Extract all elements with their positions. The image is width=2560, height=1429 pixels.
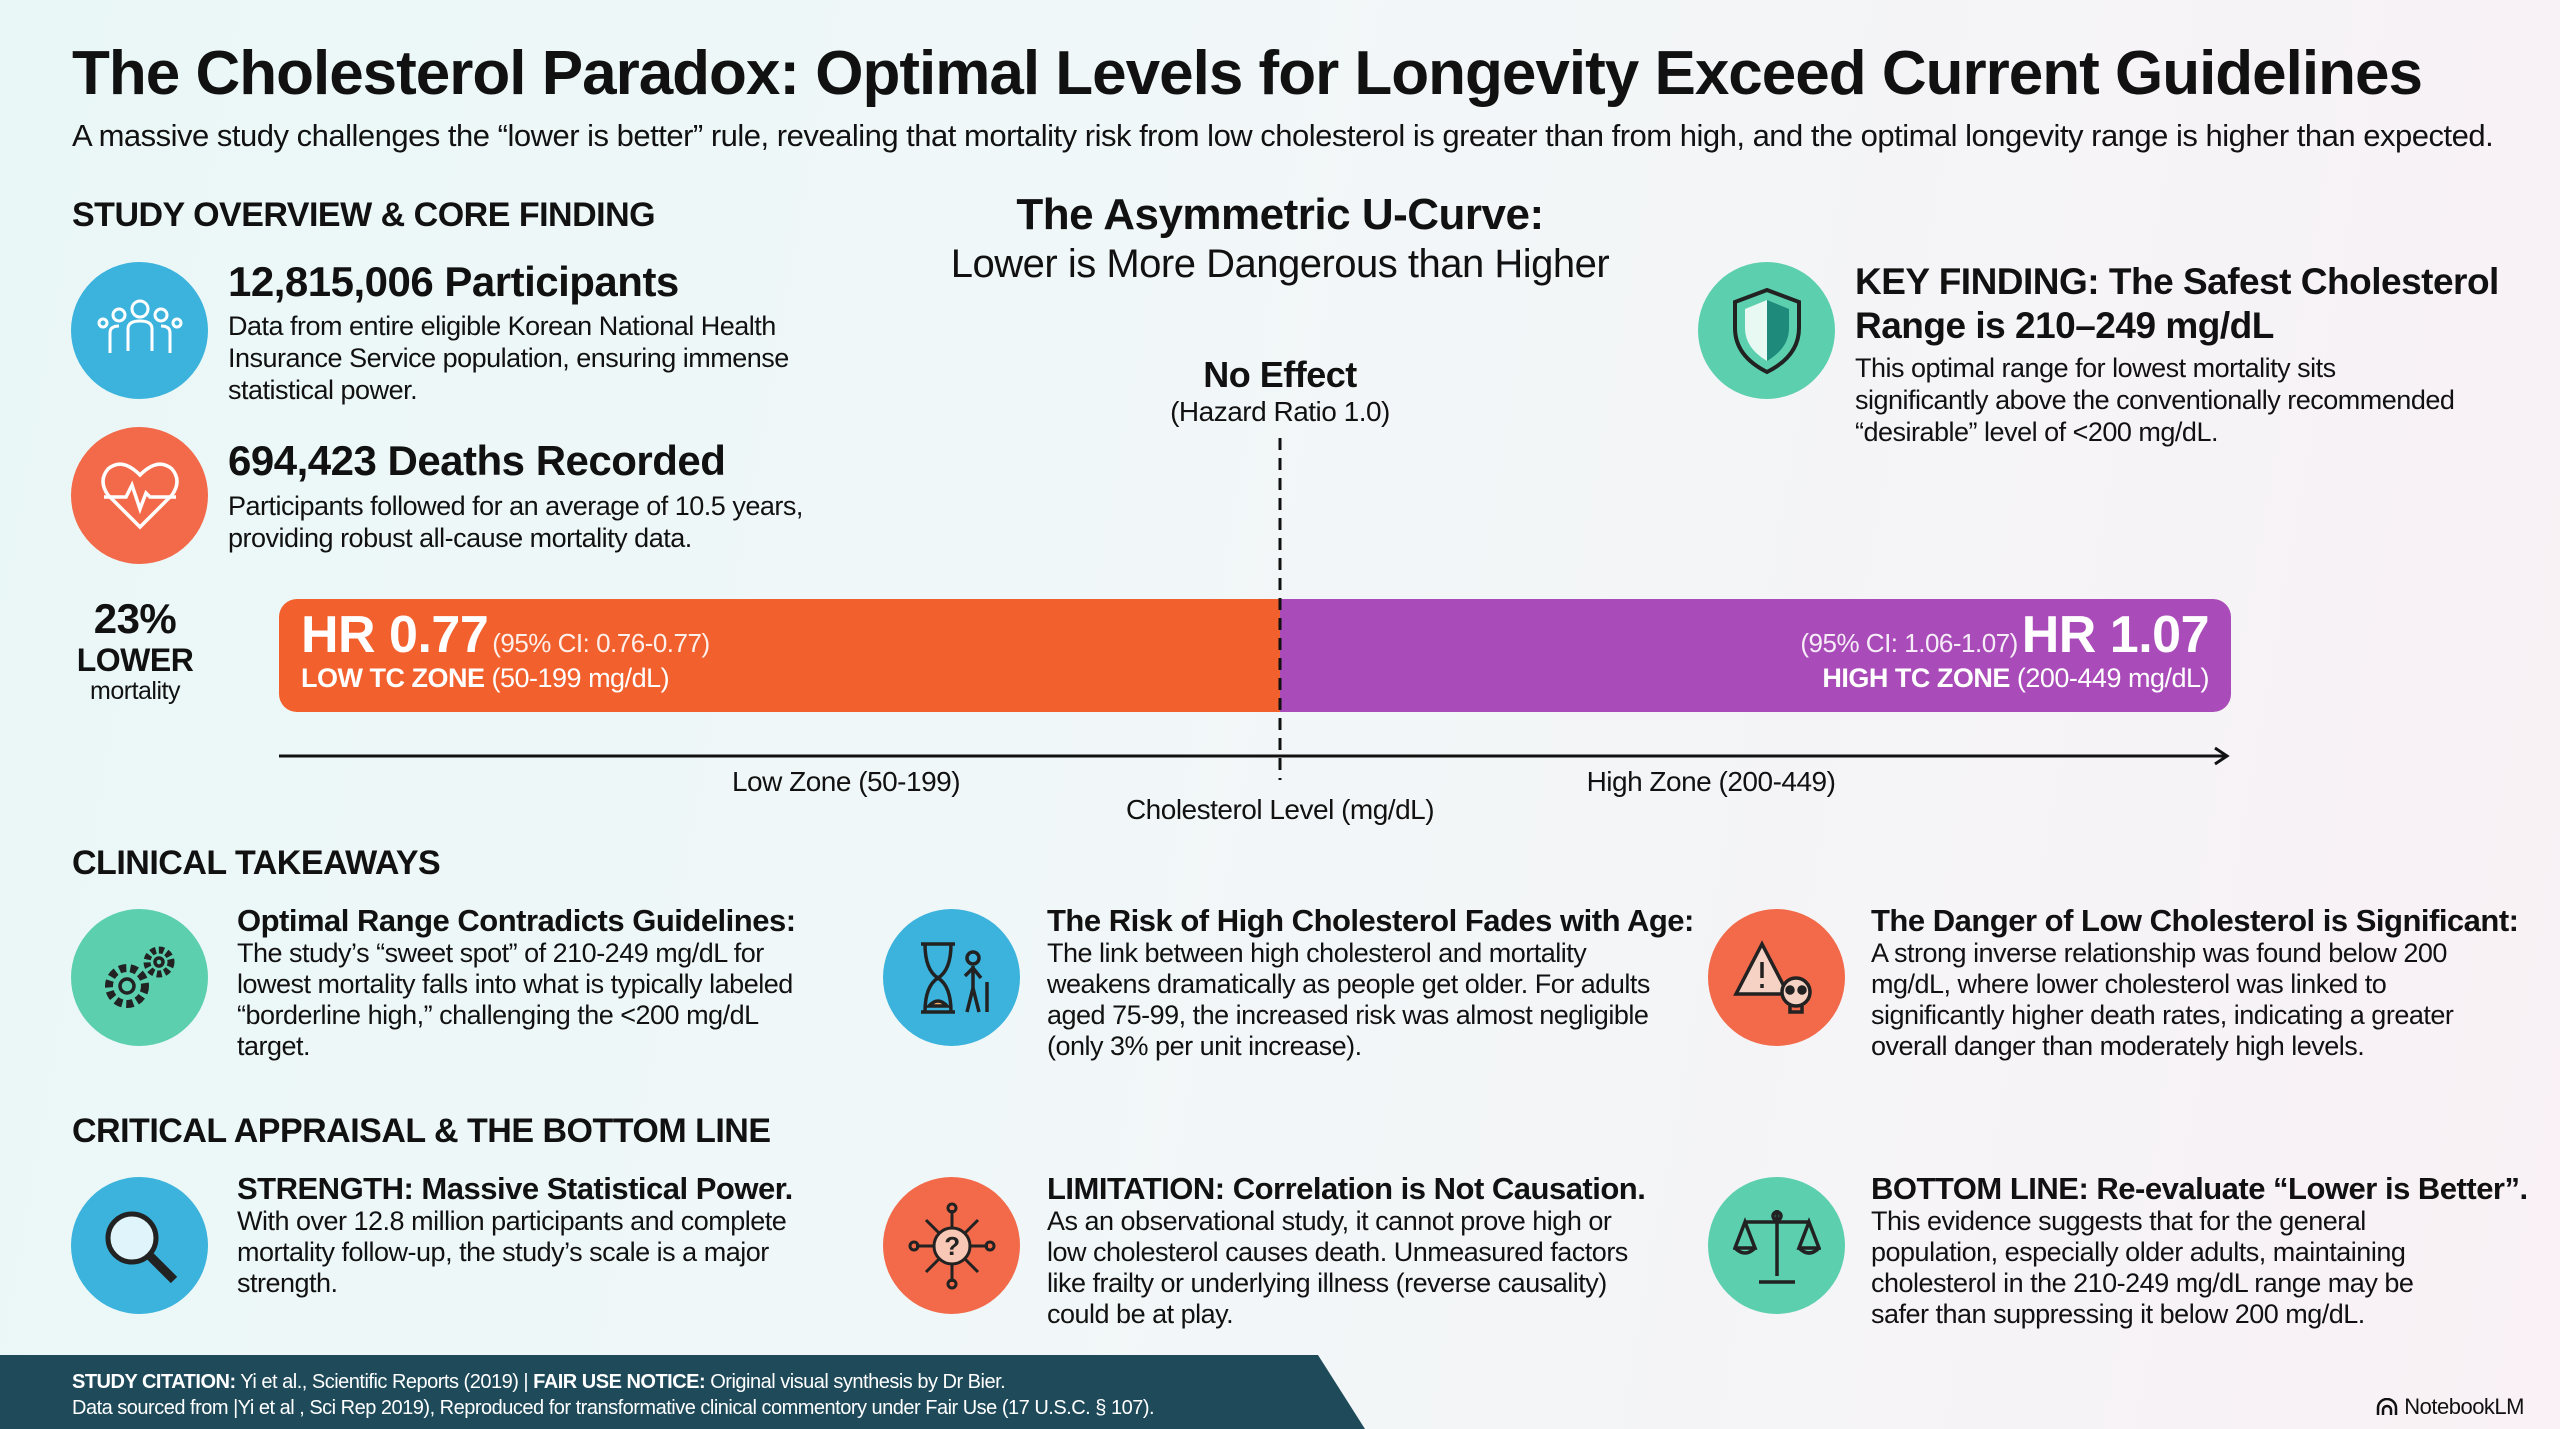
notebooklm-brand: NotebookLM — [2376, 1394, 2524, 1420]
takeaway-1-text: The study’s “sweet spot” of 210-249 mg/d… — [237, 938, 793, 1061]
appraisal-1-title: STRENGTH: Massive Statistical Power. — [237, 1171, 793, 1206]
appraisal-3-title: BOTTOM LINE: Re-evaluate “Lower is Bette… — [1871, 1171, 2528, 1206]
axis-title: Cholesterol Level (mg/dL) — [1125, 794, 1435, 825]
high-hr: HR 1.07 — [2021, 606, 2210, 664]
data-source-text: Data sourced from |Yi et al , Sci Rep 20… — [72, 1397, 1155, 1419]
key-finding-text: This optimal range for lowest mortality … — [1855, 353, 2455, 447]
axis-graphic — [279, 438, 2230, 780]
low-zone-range: (50-199 mg/dL) — [491, 663, 670, 693]
appraisal-3-text: This evidence suggests that for the gene… — [1871, 1206, 2414, 1329]
no-effect-label: No Effect (Hazard Ratio 1.0) — [1080, 354, 1480, 428]
lower-stat-label: LOWER — [76, 642, 194, 678]
hourglass-elder-icon — [883, 909, 1020, 1046]
deaths-text: Participants followed for an average of … — [228, 491, 803, 553]
participants-title: 12,815,006 Participants — [228, 258, 679, 305]
appraisal-2-title: LIMITATION: Correlation is Not Causation… — [1047, 1171, 1646, 1206]
takeaway-2-text: The link between high cholesterol and mo… — [1047, 938, 1650, 1061]
page-title: The Cholesterol Paradox: Optimal Levels … — [72, 39, 2423, 108]
lower-stat-sub: mortality — [90, 677, 180, 705]
citation-label: STUDY CITATION: — [72, 1371, 236, 1393]
fair-use-label: FAIR USE NOTICE: — [533, 1371, 706, 1393]
citation-text: Yi et al., Scientific Reports (2019) | — [235, 1371, 534, 1393]
notebooklm-logo-icon — [2377, 1398, 2398, 1415]
key-finding-title: KEY FINDING: The Safest Cholesterol Range… — [1855, 260, 2499, 348]
key-finding-title-line1: KEY FINDING: The Safest Cholesterol — [1855, 261, 2499, 302]
takeaways-heading: CLINICAL TAKEAWAYS — [72, 844, 441, 882]
takeaway-1-title: Optimal Range Contradicts Guidelines: — [237, 903, 796, 938]
takeaway-3-text: A strong inverse relationship was found … — [1871, 938, 2454, 1061]
participants-text: Data from entire eligible Korean Nationa… — [228, 311, 789, 405]
appraisal-heading: CRITICAL APPRAISAL & THE BOTTOM LINE — [72, 1112, 771, 1150]
lower-mortality-stat: 23% LOWER mortality — [60, 598, 210, 704]
overview-heading: STUDY OVERVIEW & CORE FINDING — [72, 196, 656, 234]
high-ci: (95% CI: 1.06-1.07) — [1800, 628, 2018, 658]
magnifier-icon — [71, 1177, 208, 1314]
key-finding-title-line2: Range is 210–249 mg/dL — [1855, 305, 2274, 346]
low-ci: (95% CI: 0.76-0.77) — [492, 628, 710, 658]
low-zone-axis-label: Low Zone (50-199) — [731, 766, 961, 797]
lower-stat-pct: 23% — [93, 595, 177, 642]
notebooklm-label: NotebookLM — [2404, 1394, 2524, 1419]
svg-text:?: ? — [944, 1231, 959, 1261]
takeaway-2-title: The Risk of High Cholesterol Fades with … — [1047, 903, 1694, 938]
low-hr: HR 0.77 — [301, 606, 489, 664]
curve-title: The Asymmetric U-Curve: — [1016, 190, 1544, 239]
high-zone-axis-label: High Zone (200-449) — [1586, 766, 1836, 797]
citation-footer: STUDY CITATION: Yi et al., Scientific Re… — [0, 1355, 1365, 1429]
curve-subtitle: Lower is More Dangerous than Higher — [950, 242, 1610, 286]
warning-skull-icon — [1708, 909, 1845, 1046]
appraisal-2-text: As an observational study, it cannot pro… — [1047, 1206, 1628, 1329]
curve-header: The Asymmetric U-Curve: Lower is More Da… — [880, 190, 1680, 287]
axis-arrow-icon — [2214, 746, 2230, 766]
low-zone-label: LOW TC ZONE — [301, 663, 485, 693]
no-effect-title: No Effect — [1203, 354, 1357, 395]
deaths-title: 694,423 Deaths Recorded — [228, 437, 726, 484]
high-zone-range: (200-449 mg/dL) — [2016, 663, 2210, 693]
high-zone-label: HIGH TC ZONE — [1822, 663, 2010, 693]
takeaway-3-title: The Danger of Low Cholesterol is Signifi… — [1871, 903, 2519, 938]
shield-icon — [1698, 262, 1835, 399]
high-tc-bar: (95% CI: 1.06-1.07) HR 1.07 HIGH TC ZONE… — [1280, 599, 2231, 712]
fair-use-text: Original visual synthesis by Dr Bier. — [705, 1371, 1006, 1393]
gears-icon — [71, 909, 208, 1046]
page-subtitle: A massive study challenges the “lower is… — [72, 118, 2494, 153]
no-effect-subtitle: (Hazard Ratio 1.0) — [1170, 396, 1390, 427]
people-group-icon — [71, 262, 208, 399]
question-network-icon: ? — [883, 1177, 1020, 1314]
appraisal-1-text: With over 12.8 million participants and … — [237, 1206, 787, 1298]
low-tc-bar: HR 0.77 (95% CI: 0.76-0.77) LOW TC ZONE … — [279, 599, 1280, 712]
heart-pulse-icon — [71, 427, 208, 564]
scales-icon — [1708, 1177, 1845, 1314]
